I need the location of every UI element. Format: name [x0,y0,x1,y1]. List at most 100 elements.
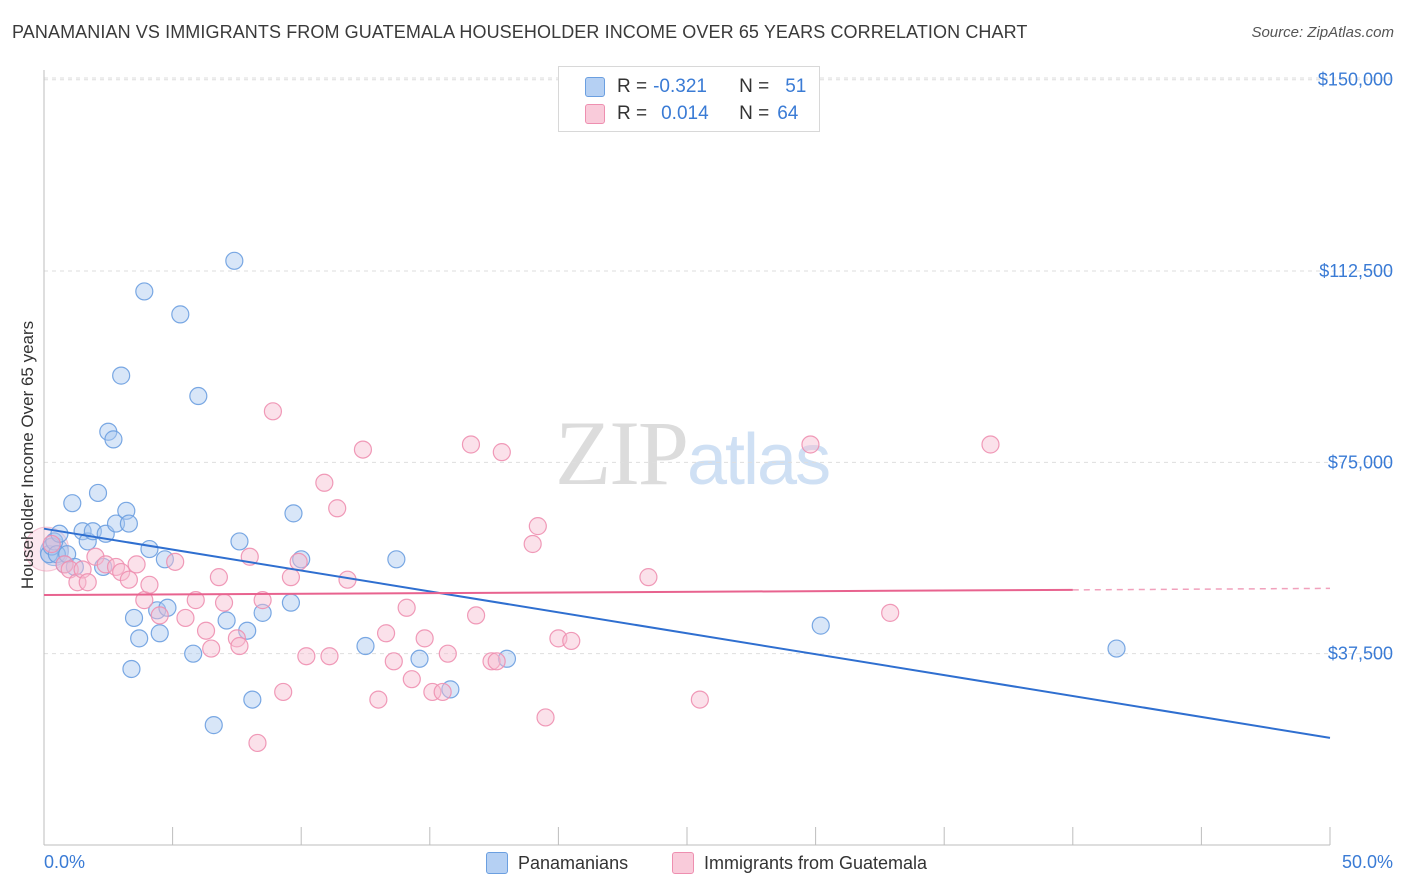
point-panamanian [1107,639,1126,658]
bottom-legend-label: Panamanians [518,852,629,873]
point-guatemala [202,639,221,658]
watermark-zip: ZIP [555,402,689,504]
y-tick-label: $150,000 [1318,70,1393,90]
point-guatemala [315,473,334,492]
legend-r-value: -0.321 [653,76,707,97]
point-guatemala [106,557,126,577]
x-tick-label-min: 0.0% [44,852,85,872]
point-panamanian [106,514,126,533]
point-guatemala [466,606,486,625]
point-guatemala [397,598,416,617]
point-panamanian [63,494,82,513]
point-panamanian [225,251,244,270]
legend-n-value: 51 [785,76,807,97]
point-guatemala [55,555,74,574]
point-panamanian [47,545,66,564]
point-guatemala [461,435,481,454]
trend-line-panamanians [43,527,1331,739]
point-guatemala [320,647,339,666]
point-guatemala [528,517,547,536]
point-guatemala [119,570,138,589]
chart-title: PANAMANIAN VS IMMIGRANTS FROM GUATEMALA … [12,22,1028,42]
y-tick-label: $112,500 [1319,261,1393,281]
point-guatemala [214,593,234,612]
point-panamanian [184,644,203,663]
point-panamanian [243,690,262,709]
watermark: ZIPatlas [555,400,831,506]
point-guatemala [140,575,159,594]
point-guatemala [186,591,205,610]
trend-line-guatemala [43,588,1073,597]
point-panamanian [230,532,249,551]
x-tick-label-max: 50.0% [1342,852,1393,872]
point-guatemala [402,670,421,689]
point-guatemala [562,631,581,651]
y-tick-label: $37,500 [1328,644,1393,664]
legend-r-label: R = [617,76,648,97]
legend-row-guatemala: R = 0.014 N = 64 [585,101,798,127]
point-guatemala [196,621,216,640]
point-panamanian [253,603,272,622]
point-panamanian [135,282,154,301]
watermark-atlas: atlas [687,420,831,500]
legend-r-value: 0.014 [661,103,709,124]
source-credit: Source: ZipAtlas.com [1251,24,1394,41]
point-panamanian [217,611,236,630]
point-guatemala [150,606,169,625]
point-guatemala [112,562,131,582]
bottom-legend-label: Immigrants from Guatemala [704,852,928,873]
point-panamanian [171,305,190,324]
point-panamanian [94,557,113,577]
point-guatemala [209,568,228,587]
point-guatemala [801,435,820,454]
point-panamanian [140,539,159,559]
point-panamanian [158,598,177,617]
point-guatemala [353,440,373,459]
point-guatemala [881,603,900,622]
point-panamanian [410,649,429,668]
legend-swatch-blue [585,77,605,97]
point-panamanian [281,593,301,612]
point-guatemala [274,682,293,702]
legend-n-value: 64 [777,103,799,124]
correlation-legend: R = -0.321 N = 51 R = 0.014 N = 64 [558,66,820,132]
trend-line-guatemala-extension [1072,587,1331,591]
point-guatemala [253,591,272,610]
point-panamanian [112,366,131,385]
point-guatemala [176,608,195,628]
point-panamanian [124,608,144,628]
point-guatemala [423,682,442,702]
point-guatemala [433,682,452,702]
point-panamanian [204,716,223,735]
point-panamanian [130,629,149,648]
legend-r-label: R = [617,103,648,124]
point-panamanian [387,550,406,569]
point-guatemala [248,733,267,753]
point-guatemala [230,636,249,656]
point-panamanian [292,550,311,569]
point-guatemala [384,652,403,671]
legend-n-label: N = [739,76,770,97]
point-panamanian [104,430,123,449]
point-guatemala [482,652,501,671]
point-panamanian [150,624,169,643]
point-guatemala [78,573,97,592]
point-panamanian [284,504,303,523]
point-guatemala [328,499,347,518]
legend-row-panamanians: R = -0.321 N = 51 [585,74,806,100]
point-guatemala [376,624,396,643]
point-panamanian [88,483,108,503]
point-guatemala [492,443,511,462]
legend-swatch-pink [585,104,605,124]
point-panamanian [811,616,830,635]
point-guatemala [981,435,1000,454]
point-guatemala [536,708,555,727]
y-axis-label: Householder Income Over 65 years [18,320,37,590]
point-guatemala [523,534,542,554]
point-guatemala [438,644,457,663]
bottom-legend-panamanians: Panamanians [486,852,628,874]
point-guatemala [690,690,709,709]
point-guatemala [127,555,146,574]
point-panamanian [189,386,208,406]
